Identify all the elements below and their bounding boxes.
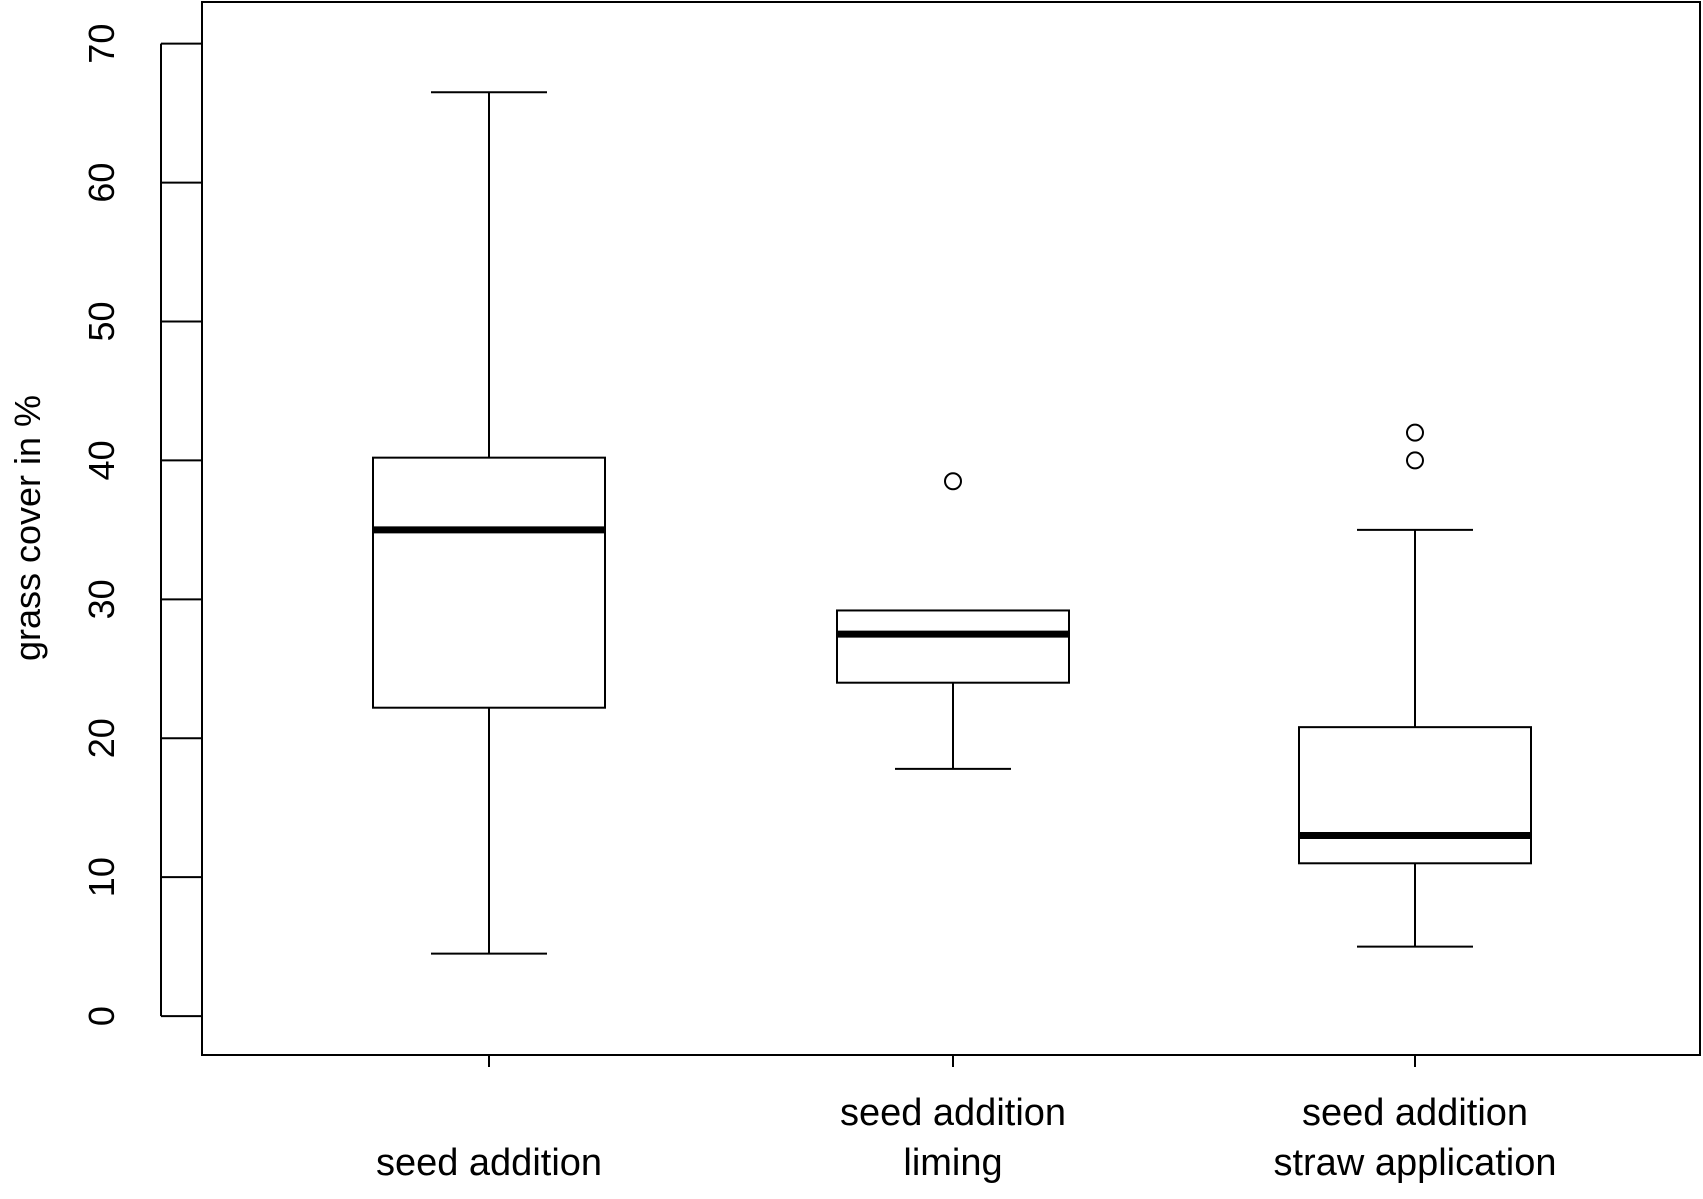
y-tick-label: 20	[81, 718, 122, 758]
box-group	[372, 91, 606, 955]
y-tick-label: 40	[81, 440, 122, 480]
y-tick-label: 10	[81, 857, 122, 897]
box-group	[1298, 423, 1532, 948]
y-tick-label: 70	[81, 24, 122, 64]
box-body	[836, 609, 1070, 684]
y-tick-label: 60	[81, 163, 122, 203]
x-tick-label: seed addition	[376, 1142, 602, 1184]
y-tick-label: 0	[81, 1006, 122, 1026]
box-body	[372, 456, 606, 709]
y-axis-label: grass cover in %	[7, 395, 48, 661]
x-tick-label: liming	[903, 1142, 1002, 1184]
boxes	[372, 91, 1532, 955]
y-tick-label: 50	[81, 301, 122, 341]
box-group	[836, 472, 1070, 770]
x-axis: seed addition seed addition liming seed add…	[376, 1055, 1557, 1184]
x-tick-label: seed addition	[840, 1092, 1066, 1134]
y-tick-label: 30	[81, 579, 122, 619]
plot-frame	[201, 1, 1701, 1056]
box-body	[1298, 726, 1532, 865]
outlier-point	[1406, 451, 1424, 470]
y-axis: 0 10 20 30 40 50 60 70	[81, 24, 202, 1026]
outlier-point	[1406, 423, 1424, 442]
outlier-point	[944, 472, 962, 491]
x-tick-label: seed addition	[1302, 1092, 1528, 1134]
x-tick-label: straw application	[1273, 1142, 1556, 1184]
